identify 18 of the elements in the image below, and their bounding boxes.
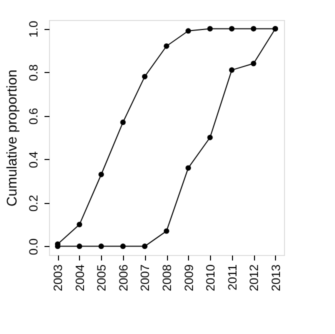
y-tick-label: 0.4 bbox=[26, 151, 40, 168]
y-tick-label: 0.6 bbox=[26, 108, 40, 125]
x-tick-label: 2011 bbox=[225, 264, 240, 290]
y-axis-title: Cumulative proportion bbox=[4, 70, 20, 206]
y-tick-label: 0.0 bbox=[26, 238, 40, 256]
x-tick-label: 2013 bbox=[268, 264, 283, 292]
x-tick-label: 2009 bbox=[182, 264, 196, 292]
y-tick-label: 0.2 bbox=[26, 194, 40, 212]
x-tick-label: 2012 bbox=[247, 264, 262, 292]
x-tick-label: 2010 bbox=[204, 264, 218, 292]
x-tick-label: 2006 bbox=[116, 264, 130, 292]
x-tick-label: 2005 bbox=[94, 264, 109, 292]
x-tick-label: 2003 bbox=[51, 264, 66, 292]
y-tick-label: 0.8 bbox=[26, 64, 40, 82]
x-tick-label: 2008 bbox=[160, 264, 174, 292]
y-tick-label: 1.0 bbox=[26, 20, 40, 38]
x-tick-label: 2004 bbox=[72, 264, 87, 292]
x-tick-label: 2007 bbox=[138, 264, 152, 292]
